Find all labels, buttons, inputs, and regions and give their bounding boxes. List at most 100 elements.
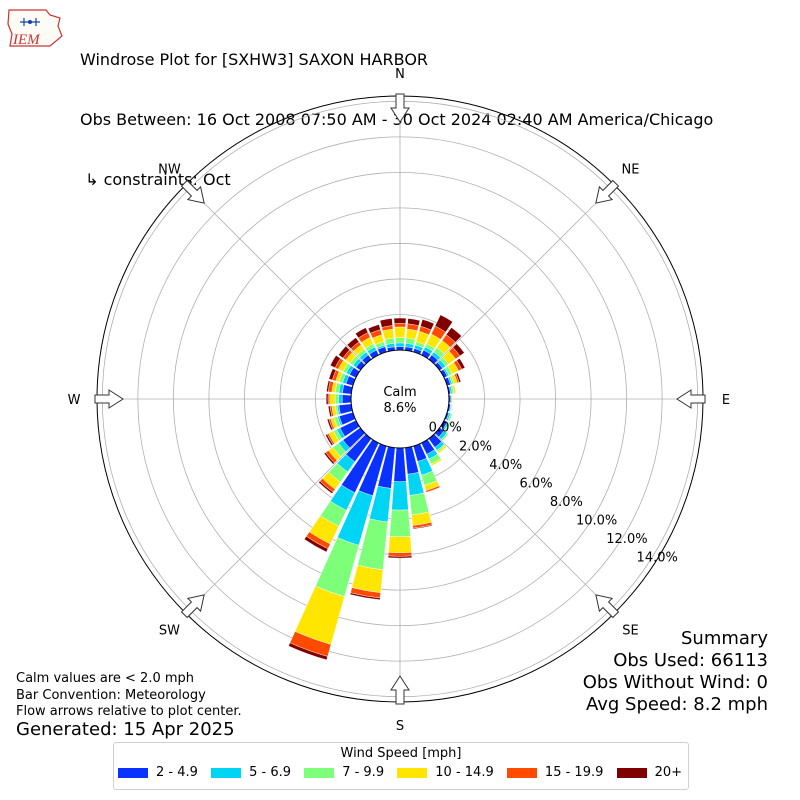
windrose-bar [388, 536, 412, 553]
calm-circle [350, 349, 450, 449]
windrose-bar [288, 642, 328, 661]
windrose-bar [449, 403, 453, 413]
windrose-bar [434, 314, 453, 333]
compass-arrows [94, 93, 706, 705]
summary-title: Summary [681, 628, 768, 649]
legend-label: 5 - 6.9 [249, 765, 291, 780]
grid-spoke [185, 184, 366, 365]
windrose-bar [395, 337, 405, 344]
legend-swatch [304, 767, 335, 778]
windrose-bar [447, 412, 453, 422]
arrow-n-icon [390, 93, 410, 123]
windrose-bar [304, 536, 329, 553]
legend-item: 10 - 14.9 [397, 765, 494, 780]
windrose-bar [338, 345, 350, 359]
windrose-bar [389, 509, 411, 538]
radial-tick-label: 14.0% [637, 551, 678, 566]
legend-item: 7 - 9.9 [304, 765, 384, 780]
radial-tick-label: 4.0% [489, 458, 522, 473]
legend-item: 5 - 6.9 [211, 765, 291, 780]
radial-tick-label: 0.0% [429, 421, 462, 436]
legend-label: 20+ [654, 765, 682, 780]
calm-value: 8.6% [383, 401, 416, 416]
windrose-bar [445, 327, 462, 343]
windrose-bar [346, 337, 360, 349]
windrose-bar [325, 393, 329, 405]
summary-block: Summary Obs Used: 66113 Obs Without Wind… [583, 628, 768, 716]
summary-obs-without-wind: Obs Without Wind: 0 [582, 672, 768, 693]
radial-tick-label: 10.0% [576, 513, 617, 528]
windrose-bar [341, 394, 352, 404]
arrow-se-icon [595, 594, 620, 619]
windrose-bar [441, 432, 449, 441]
windrose-bar [326, 418, 333, 431]
compass-label-e: E [722, 393, 730, 408]
flow-arrows-note: Flow arrows relative to plot center. [16, 704, 242, 719]
legend-item: 15 - 19.9 [506, 765, 604, 780]
windrose-bar [329, 393, 336, 405]
iem-logo: IEM [7, 9, 63, 48]
windrose-bar [425, 485, 441, 493]
legend-items: 2 - 4.9 5 - 6.9 7 - 9.9 10 - 14.9 15 - 1… [114, 761, 688, 780]
compass-label-sw: SW [159, 624, 180, 639]
windrose-bar [437, 445, 447, 454]
generated-date: Generated: 15 Apr 2025 [16, 719, 235, 740]
legend-label: 15 - 19.9 [544, 765, 604, 780]
arrow-sw-icon [180, 594, 205, 619]
chart-subtitle: Obs Between: 16 Oct 2008 07:50 AM - 30 O… [80, 110, 714, 129]
windrose-bar [456, 358, 466, 370]
legend-swatch [397, 767, 428, 778]
compass-labels: N NE E SE S SW W NW [68, 67, 731, 734]
windrose-bar [338, 403, 353, 415]
grid-spoke [434, 433, 615, 614]
windrose-bar [407, 318, 421, 326]
windrose-bar [355, 327, 369, 339]
windrose-bar [452, 343, 465, 357]
legend-swatch [506, 767, 537, 778]
legend-item: 20+ [616, 765, 682, 780]
compass-label-se: SE [622, 624, 638, 639]
windrose-bar [325, 433, 334, 446]
chart-title-block: Windrose Plot for [SXHW3] SAXON HARBOR O… [80, 10, 713, 210]
arrow-ne-icon [595, 179, 620, 204]
legend-title: Wind Speed [mph] [340, 746, 462, 761]
grid-spoke [434, 184, 615, 365]
windrose-bar [420, 319, 435, 331]
radial-tick-label: 8.0% [550, 495, 583, 510]
legend-label: 7 - 9.9 [342, 765, 385, 780]
windrose-bar [393, 447, 407, 482]
radial-tick-label: 2.0% [459, 439, 492, 454]
legend-swatch [211, 767, 242, 778]
windrose-bar [318, 480, 334, 494]
arrow-e-icon [676, 389, 706, 409]
windrose-bar [387, 552, 413, 557]
windrose-bar [430, 458, 442, 466]
legend-swatch [616, 767, 647, 778]
windrose-bar [412, 524, 433, 530]
windrose-bar [328, 368, 337, 381]
compass-label-w: W [68, 393, 81, 408]
windrose-bar [367, 324, 381, 334]
legend-label: 2 - 4.9 [156, 765, 198, 780]
compass-label-ne: NE [622, 162, 640, 177]
summary-obs-used: Obs Used: 66113 [613, 650, 768, 671]
windrose-bar [338, 394, 343, 404]
windrose-bar [455, 372, 462, 383]
summary-avg-speed: Avg Speed: 8.2 mph [586, 694, 768, 715]
legend-item: 2 - 4.9 [118, 765, 198, 780]
windrose-bar [323, 452, 335, 465]
windrose-bar [328, 405, 333, 418]
windrose-bar [452, 384, 457, 394]
grid-spoke [185, 433, 366, 614]
arrow-w-icon [94, 389, 124, 409]
logo-text: IEM [12, 32, 41, 48]
arrow-s-icon [390, 675, 410, 705]
legend: Wind Speed [mph] 2 - 4.9 5 - 6.9 7 - 9.9… [113, 742, 689, 790]
calm-note: Calm values are < 2.0 mph [16, 671, 195, 686]
chart-constraints: ↳ constraints: Oct [80, 170, 231, 189]
compass-label-n: N [395, 67, 405, 82]
chart-title: Windrose Plot for [SXHW3] SAXON HARBOR [80, 50, 429, 69]
windrose-bar [444, 422, 451, 431]
windrose-bar [395, 342, 405, 347]
